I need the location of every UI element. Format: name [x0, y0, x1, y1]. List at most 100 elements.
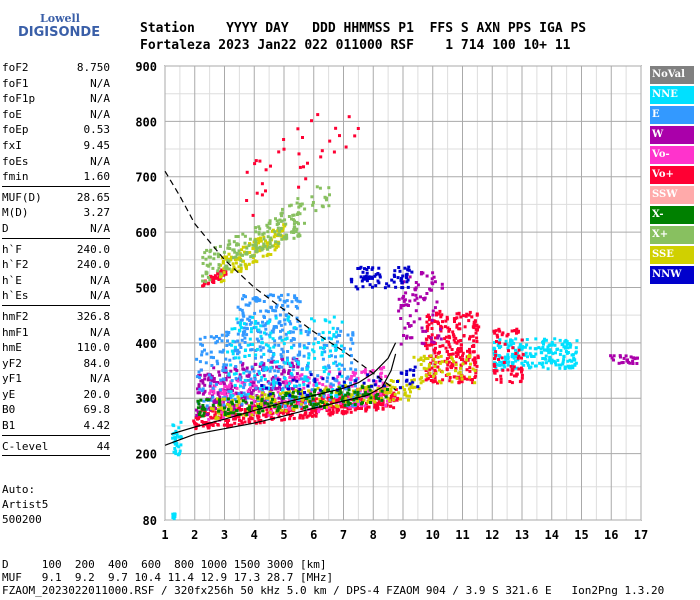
echo-point	[292, 228, 296, 232]
echo-point	[201, 381, 205, 385]
echo-point	[226, 388, 230, 392]
echo-point	[476, 327, 479, 331]
echo-point	[313, 337, 317, 341]
echo-point	[357, 402, 361, 406]
echo-point	[439, 337, 443, 341]
echo-point	[203, 348, 206, 352]
param-separator	[2, 455, 110, 457]
echo-point	[286, 358, 289, 362]
param-separator	[2, 434, 110, 436]
echo-point	[277, 222, 280, 226]
echo-point	[222, 271, 226, 275]
echo-point	[364, 274, 368, 278]
echo-point	[264, 415, 268, 419]
echo-point	[319, 400, 323, 403]
param-value: N/A	[90, 273, 110, 287]
echo-point	[222, 403, 226, 407]
echo-point	[353, 402, 357, 406]
echo-point	[226, 408, 230, 412]
echo-point	[254, 353, 258, 357]
echo-point	[346, 375, 350, 379]
echo-point	[262, 385, 266, 389]
echo-point	[213, 246, 217, 250]
echo-point	[253, 162, 257, 166]
echo-point	[259, 324, 263, 328]
echo-point	[241, 253, 244, 257]
echo-point	[263, 331, 266, 335]
echo-point	[197, 423, 201, 427]
echo-point	[236, 321, 240, 325]
echo-point	[271, 386, 275, 390]
echo-point	[249, 381, 253, 384]
echo-point	[265, 386, 269, 390]
echo-point	[268, 369, 272, 373]
echo-point	[257, 380, 260, 384]
echo-point	[272, 244, 276, 248]
echo-point	[208, 262, 212, 266]
echo-point	[347, 388, 351, 392]
echo-point	[224, 366, 228, 370]
echo-point	[554, 351, 557, 355]
echo-point	[450, 362, 454, 365]
echo-point	[397, 297, 401, 301]
echo-point	[443, 325, 447, 329]
echo-point	[520, 361, 524, 365]
echo-point	[268, 245, 272, 249]
echo-point	[384, 403, 388, 407]
echo-point	[197, 385, 201, 389]
echo-point	[327, 364, 331, 368]
y-tick-label: 200	[135, 448, 157, 462]
echo-point	[403, 266, 407, 270]
echo-point	[513, 374, 516, 378]
echo-point	[211, 395, 215, 399]
x-tick-label: 11	[455, 528, 469, 542]
param-separator	[2, 185, 110, 187]
echo-point	[515, 331, 518, 335]
param-key: MUF(D)	[2, 190, 42, 204]
echo-point	[526, 363, 530, 367]
echo-point	[326, 396, 330, 400]
echo-point	[439, 381, 443, 385]
echo-point	[371, 369, 375, 372]
echo-point	[496, 335, 500, 339]
param-row-fof1: foF1 N/A	[2, 76, 110, 92]
legend-item-voplus: Vo+	[650, 166, 694, 184]
echo-point	[287, 389, 291, 393]
echo-point	[354, 285, 358, 289]
echo-point	[329, 385, 333, 389]
echo-point	[304, 330, 308, 333]
echo-point	[574, 350, 578, 354]
echo-point	[272, 345, 276, 349]
echo-point	[430, 333, 434, 337]
echo-point	[262, 235, 266, 239]
echo-point	[403, 326, 407, 330]
echo-point	[546, 367, 550, 371]
echo-point	[240, 338, 244, 342]
echo-point	[304, 393, 308, 397]
echo-point	[236, 339, 240, 343]
echo-point	[336, 398, 340, 402]
echo-point	[225, 330, 229, 334]
echo-point	[255, 250, 259, 254]
echo-point	[237, 350, 241, 354]
echo-point	[403, 388, 407, 392]
echo-point	[224, 256, 228, 260]
echo-point	[279, 219, 283, 223]
echo-point	[449, 352, 453, 356]
echo-point	[558, 366, 562, 370]
param-row-hf: h`F 240.0	[2, 242, 110, 258]
echo-point	[238, 418, 241, 422]
legend-item-xplus: X+	[650, 226, 694, 244]
echo-point	[292, 395, 296, 399]
echo-point	[289, 400, 293, 404]
echo-point	[475, 336, 479, 340]
echo-point	[329, 411, 333, 415]
echo-point	[247, 373, 251, 377]
echo-point	[231, 262, 235, 266]
echo-point	[329, 349, 332, 353]
echo-point	[219, 406, 223, 410]
echo-point	[280, 418, 284, 422]
echo-point	[262, 366, 266, 370]
echo-point	[237, 399, 241, 403]
echo-point	[252, 326, 256, 330]
